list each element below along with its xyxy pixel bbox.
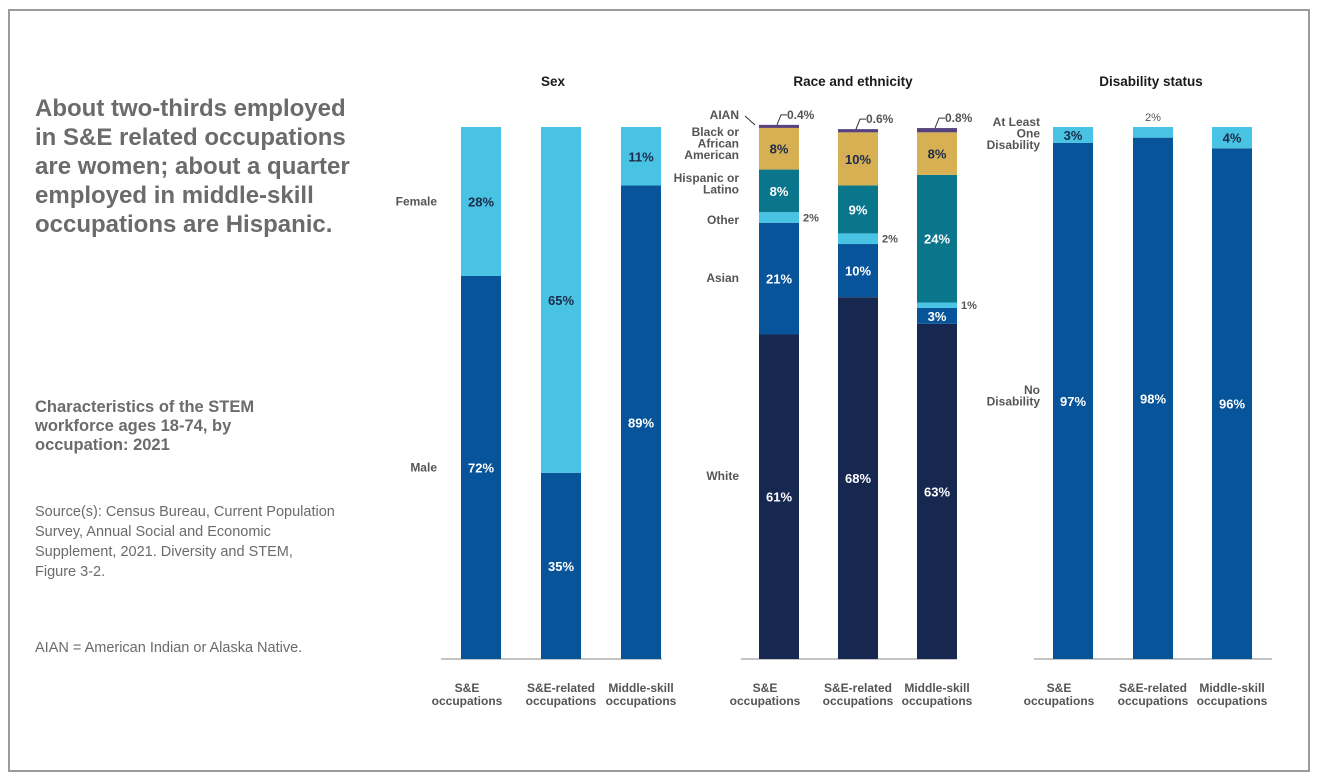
data-label-1-1-0: 21% <box>766 272 792 287</box>
data-label-1-3-0: 8% <box>770 184 789 199</box>
series-label-1-2: Other <box>707 213 739 227</box>
bar-segment-2-2-1 <box>1212 127 1252 149</box>
bar-segment-0-2-0 <box>621 185 661 659</box>
data-label-0-1-2: 11% <box>628 149 654 164</box>
data-label-1-5-0: 0.4% <box>787 108 815 122</box>
bar-segment-0-0-0 <box>461 275 501 659</box>
category-label-0-2: Middle-skill occupations <box>606 681 677 708</box>
category-label-0-0: S&E occupations <box>432 681 503 708</box>
data-label-1-4-2: 8% <box>928 147 947 162</box>
bar-segment-1-1-2 <box>838 233 878 245</box>
series-label-0-1: Female <box>396 194 438 208</box>
category-label-1-2: Middle-skill occupations <box>902 681 973 708</box>
data-label-1-0-0: 61% <box>766 490 792 505</box>
figure-subtitle: Characteristics of the STEM workforce ag… <box>35 398 255 454</box>
bar-segment-0-1-0 <box>541 472 581 659</box>
category-label-2-2: Middle-skill occupations <box>1197 681 1268 708</box>
category-label-0-1: S&E-related occupations <box>526 681 597 708</box>
data-label-2-0-0: 97% <box>1060 394 1086 409</box>
data-label-1-0-2: 63% <box>924 484 950 499</box>
series-label-1-1: Asian <box>706 271 739 285</box>
data-label-2-1-2: 4% <box>1223 131 1242 146</box>
leader-line-1-2 <box>934 117 945 129</box>
bar-segment-1-1-0 <box>838 297 878 659</box>
bar-segment-1-0-2 <box>759 212 799 223</box>
data-label-1-1-2: 3% <box>928 309 947 324</box>
category-label-2-0: S&E occupations <box>1024 681 1095 708</box>
panel-title-2: Disability status <box>1099 74 1203 89</box>
category-label-1-1: S&E-related occupations <box>823 681 894 708</box>
data-label-1-3-2: 24% <box>924 232 950 247</box>
data-label-2-1-0: 3% <box>1064 128 1083 143</box>
leader-line-1-1 <box>855 118 866 130</box>
bar-segment-2-1-0 <box>1133 137 1173 659</box>
bar-segment-1-0-4 <box>759 127 799 170</box>
data-label-2-0-2: 96% <box>1219 397 1245 412</box>
abbreviation-note: AIAN = American Indian or Alaska Native. <box>35 640 303 656</box>
data-label-0-0-0: 72% <box>468 460 494 475</box>
bar-segment-2-2-0 <box>1212 148 1252 659</box>
data-label-1-1-1: 10% <box>845 264 871 279</box>
leader-line-1-0 <box>776 114 787 126</box>
series-label-2-1: At Least One Disability <box>987 115 1041 152</box>
bar-segment-1-0-0 <box>759 334 799 659</box>
series-label-1-5: AIAN <box>710 108 739 122</box>
bar-segment-0-1-1 <box>541 127 581 473</box>
data-label-2-0-1: 98% <box>1140 391 1166 406</box>
series-label-0-0: Male <box>410 460 437 474</box>
bar-segment-1-2-4 <box>917 132 957 175</box>
data-label-1-5-1: 0.6% <box>866 112 894 126</box>
panel-title-1: Race and ethnicity <box>793 74 913 89</box>
data-label-1-0-1: 68% <box>845 471 871 486</box>
data-label-0-1-1: 65% <box>548 293 574 308</box>
data-label-2-1-1: 2% <box>1145 112 1161 124</box>
headline: About two-thirds employed in S&E related… <box>35 95 350 238</box>
category-label-2-1: S&E-related occupations <box>1118 681 1189 708</box>
data-label-0-0-1: 35% <box>548 559 574 574</box>
bar-segment-1-0-3 <box>759 169 799 213</box>
bar-segment-1-0-1 <box>759 222 799 335</box>
bar-segment-0-0-1 <box>461 127 501 276</box>
data-label-0-0-2: 89% <box>628 415 654 430</box>
bar-segment-1-1-4 <box>838 132 878 186</box>
series-label-2-0: No Disability <box>987 383 1041 409</box>
series-label-1-0: White <box>706 469 739 483</box>
data-label-1-2-2: 1% <box>961 300 977 312</box>
data-label-0-1-0: 28% <box>468 194 494 209</box>
series-label-1-3: Hispanic or Latino <box>674 171 740 197</box>
bar-segment-1-2-5 <box>917 128 957 133</box>
aian-legend-leader <box>744 115 756 126</box>
data-label-1-3-1: 9% <box>849 202 868 217</box>
bar-segment-2-0-0 <box>1053 142 1093 659</box>
bar-segment-0-2-1 <box>621 127 661 186</box>
panel-title-0: Sex <box>541 74 566 89</box>
bar-segment-1-2-0 <box>917 323 957 659</box>
bar-segment-1-0-5 <box>759 124 799 128</box>
bar-segment-1-1-1 <box>838 244 878 298</box>
data-label-1-5-2: 0.8% <box>945 111 973 125</box>
bar-segment-1-2-1 <box>917 307 957 324</box>
bar-segment-2-1-1 <box>1133 127 1173 138</box>
bar-segment-1-2-2 <box>917 302 957 308</box>
series-label-1-4: Black or African American <box>684 125 739 162</box>
bar-segment-2-0-1 <box>1053 127 1093 143</box>
bar-segment-1-1-3 <box>838 185 878 234</box>
data-label-1-2-1: 2% <box>882 234 898 246</box>
data-label-1-4-1: 10% <box>845 152 871 167</box>
source-note: Source(s): Census Bureau, Current Popula… <box>35 504 335 580</box>
data-label-1-2-0: 2% <box>803 212 819 224</box>
bar-segment-1-1-5 <box>838 129 878 133</box>
data-label-1-4-0: 8% <box>770 141 789 156</box>
category-label-1-0: S&E occupations <box>730 681 801 708</box>
bar-segment-1-2-3 <box>917 174 957 303</box>
